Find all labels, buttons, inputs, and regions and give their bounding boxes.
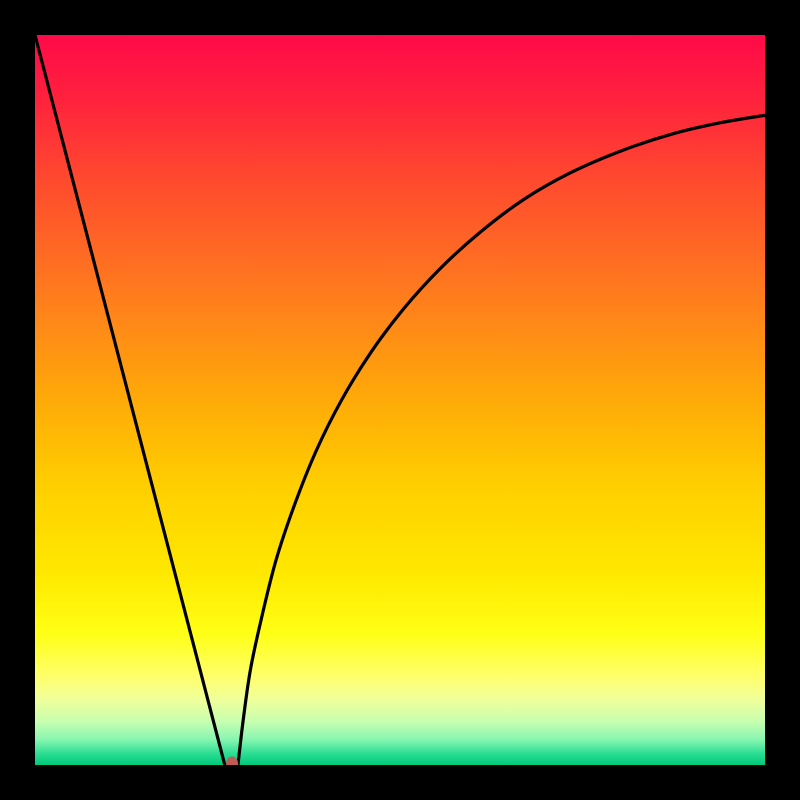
stage: TheBottleneck.com [0,0,800,800]
gradient-fill [35,35,765,765]
plot-area [35,35,765,765]
watermark-text: TheBottleneck.com [586,6,766,30]
minimum-marker-dot [226,757,238,771]
